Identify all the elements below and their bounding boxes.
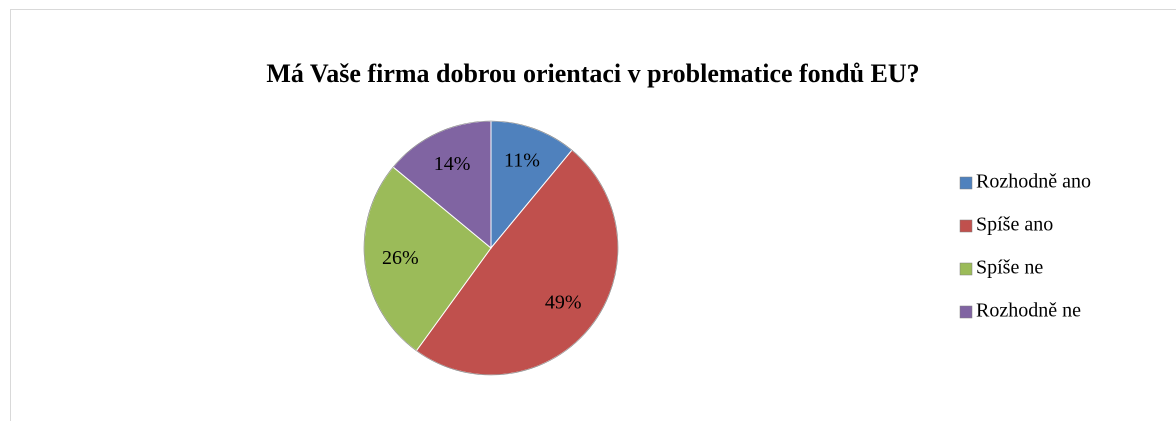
legend-label: Rozhodně ne	[976, 300, 1081, 322]
data-label: 11%	[504, 150, 540, 172]
legend-swatch	[959, 176, 973, 190]
legend-label: Spíše ne	[976, 257, 1043, 279]
data-label: 14%	[434, 153, 471, 175]
data-label: 49%	[545, 292, 582, 314]
legend-swatch	[959, 219, 973, 233]
legend-swatch	[959, 262, 973, 276]
legend-label: Rozhodně ano	[976, 171, 1091, 193]
legend-swatch	[959, 305, 973, 319]
data-label: 26%	[382, 247, 419, 269]
legend-label: Spíše ano	[976, 214, 1053, 236]
pie-outline	[363, 120, 619, 376]
chart-title: Má Vaše firma dobrou orientaci v problem…	[266, 59, 919, 88]
